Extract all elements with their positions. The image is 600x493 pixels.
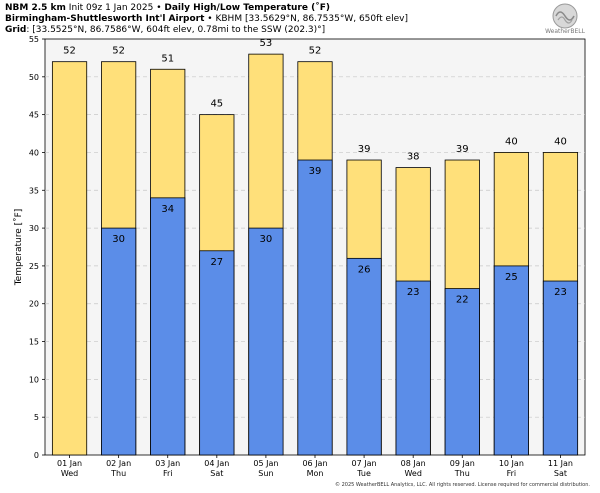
high-label-0: 52 [63,46,76,57]
weatherbell-logo: WeatherBELL [545,3,586,35]
low-label-7: 23 [407,287,420,298]
low-label-4: 30 [260,234,273,245]
low-label-3: 27 [210,257,223,268]
y-tick-label-35: 35 [29,186,39,195]
y-tick-label-15: 15 [29,338,39,347]
x-weekday-label-7: Wed [404,469,421,478]
y-tick-label-0: 0 [34,451,39,460]
low-bar-3 [199,250,235,456]
station-info: KBHM [33.5629°N, 86.7535°W, 650ft elev] [215,14,408,24]
x-weekday-label-8: Thu [454,469,470,478]
high-bar-0 [51,61,88,456]
bullet-2: • [207,14,213,24]
x-weekday-label-0: Wed [61,469,78,478]
x-tick-label-10: 11 Jan [548,459,573,468]
y-tick-label-40: 40 [29,148,39,157]
header-line-3: Grid: [33.5525°N, 86.7586°W, 604ft elev,… [5,25,325,36]
low-bar-4 [248,227,284,456]
y-tick-label-30: 30 [29,224,39,233]
low-label-1: 30 [112,234,125,245]
x-weekday-label-4: Sun [258,469,273,478]
x-tick-label-3: 04 Jan [204,459,229,468]
x-weekday-label-3: Sat [210,469,223,478]
high-label-5: 52 [309,46,322,57]
logo-text: WeatherBELL [545,28,586,35]
low-label-9: 25 [505,272,518,283]
y-tick-label-55: 55 [29,35,39,44]
x-weekday-label-6: Tue [356,469,371,478]
x-tick-label-7: 08 Jan [401,459,426,468]
station-name: Birmingham-Shuttlesworth Int'l Airport [5,14,205,24]
low-bar-9 [493,265,529,456]
x-tick-label-9: 10 Jan [499,459,524,468]
x-tick-label-8: 09 Jan [450,459,475,468]
low-label-5: 39 [309,166,322,177]
x-tick-label-1: 02 Jan [106,459,131,468]
x-tick-label-6: 07 Jan [352,459,377,468]
low-bar-6 [346,257,382,456]
low-label-8: 22 [456,295,469,306]
x-tick-label-4: 05 Jan [253,459,278,468]
y-tick-label-25: 25 [29,262,39,271]
x-weekday-label-2: Fri [163,469,173,478]
x-tick-label-0: 01 Jan [57,459,82,468]
header-line-1: NBM 2.5 km Init 09z 1 Jan 2025 • Daily H… [5,3,330,14]
low-label-2: 34 [161,204,174,215]
x-tick-label-2: 03 Jan [155,459,180,468]
header-line-2: Birmingham-Shuttlesworth Int'l Airport •… [5,14,408,25]
high-label-9: 40 [505,136,518,147]
y-axis-label: Temperature [˚F] [13,209,24,287]
product-name: NBM 2.5 km [5,3,66,13]
high-label-6: 39 [358,144,371,155]
low-bar-8 [444,288,480,456]
grid-label: Grid [5,25,27,35]
x-weekday-label-9: Fri [507,469,517,478]
chart-title: Daily High/Low Temperature (˚F) [164,3,330,13]
x-weekday-label-1: Thu [110,469,126,478]
copyright-footer: © 2025 WeatherBELL Analytics, LLC. All r… [335,482,590,488]
low-bar-1 [101,227,137,456]
x-weekday-label-5: Mon [307,469,324,478]
high-label-3: 45 [210,99,223,110]
low-label-6: 26 [358,264,371,275]
y-tick-label-45: 45 [29,111,39,120]
bullet: • [156,3,162,13]
low-bar-5 [297,159,333,456]
high-label-8: 39 [456,144,469,155]
high-label-4: 53 [260,38,273,49]
y-tick-label-10: 10 [29,375,39,384]
low-bar-2 [150,197,186,456]
data-labels: 52 52 30 51 34 45 27 53 30 52 39 39 26 38 23 39 22 40 25 40… [63,38,567,305]
high-label-10: 40 [554,136,567,147]
low-bar-7 [395,280,431,456]
low-label-10: 23 [554,287,567,298]
x-weekday-label-10: Sat [554,469,567,478]
grid-info: : [33.5525°N, 86.7586°W, 604ft elev, 0.7… [26,25,326,35]
high-label-2: 51 [161,53,174,64]
y-tick-label-5: 5 [34,413,39,422]
init-time: Init 09z 1 Jan 2025 [68,3,154,13]
high-label-7: 38 [407,152,420,163]
y-tick-label-50: 50 [29,73,39,82]
bars [51,53,579,456]
low-bar-10 [542,280,579,456]
x-tick-label-5: 06 Jan [302,459,327,468]
high-label-1: 52 [112,46,125,57]
y-tick-label-20: 20 [29,300,39,309]
